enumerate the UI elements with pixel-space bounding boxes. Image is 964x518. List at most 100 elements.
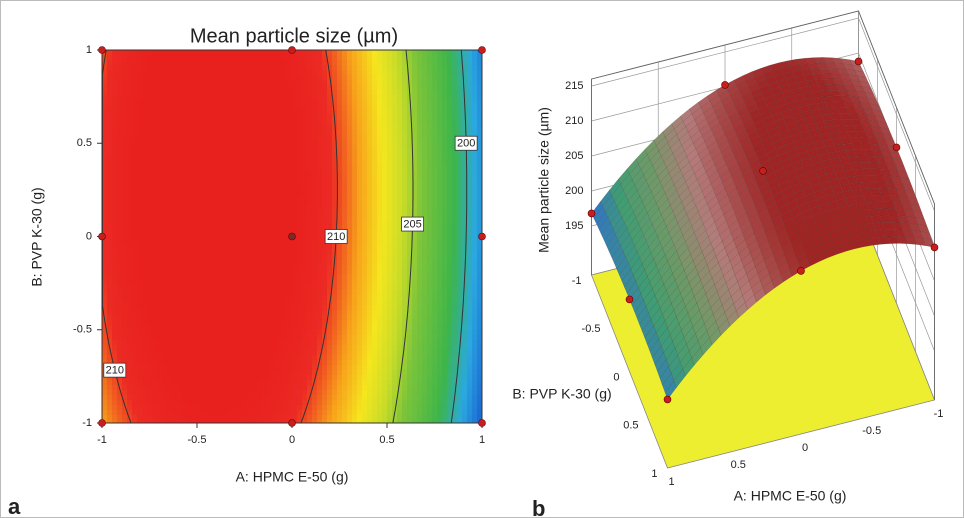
- heat-cell: [162, 185, 168, 191]
- heat-cell: [132, 100, 138, 106]
- heat-cell: [102, 265, 108, 271]
- heat-cell: [257, 335, 263, 341]
- heat-cell: [282, 100, 288, 106]
- heat-cell: [132, 355, 138, 361]
- heat-cell: [427, 90, 433, 96]
- heat-cell: [197, 340, 203, 346]
- heat-cell: [277, 165, 283, 171]
- heat-cell: [442, 300, 448, 306]
- heat-cell: [357, 285, 363, 291]
- heat-cell: [227, 340, 233, 346]
- heat-cell: [107, 175, 113, 181]
- heat-cell: [302, 375, 308, 381]
- heat-cell: [477, 100, 483, 106]
- heat-cell: [222, 60, 228, 66]
- heat-cell: [477, 195, 483, 201]
- heat-cell: [432, 235, 438, 241]
- heat-cell: [362, 205, 368, 211]
- heat-cell: [147, 225, 153, 231]
- heat-cell: [477, 370, 483, 376]
- heat-cell: [307, 340, 313, 346]
- heat-cell: [367, 290, 373, 296]
- heat-cell: [287, 205, 293, 211]
- heat-cell: [362, 270, 368, 276]
- heat-cell: [337, 185, 343, 191]
- heat-cell: [162, 200, 168, 206]
- heat-cell: [107, 200, 113, 206]
- heat-cell: [327, 55, 333, 61]
- heat-cell: [217, 305, 223, 311]
- heat-cell: [467, 165, 473, 171]
- heat-cell: [232, 180, 238, 186]
- heat-cell: [147, 345, 153, 351]
- heat-cell: [152, 275, 158, 281]
- heat-cell: [307, 145, 313, 151]
- heat-cell: [242, 295, 248, 301]
- heat-cell: [287, 150, 293, 156]
- heat-cell: [227, 205, 233, 211]
- heat-cell: [107, 120, 113, 126]
- heat-cell: [257, 320, 263, 326]
- heat-cell: [247, 160, 253, 166]
- heat-cell: [432, 140, 438, 146]
- heat-cell: [217, 235, 223, 241]
- heat-cell: [357, 300, 363, 306]
- heat-cell: [437, 345, 443, 351]
- heat-cell: [382, 285, 388, 291]
- heat-cell: [202, 320, 208, 326]
- heat-cell: [137, 315, 143, 321]
- heat-cell: [162, 110, 168, 116]
- heat-cell: [167, 180, 173, 186]
- heat-cell: [177, 160, 183, 166]
- heat-cell: [157, 325, 163, 331]
- heat-cell: [192, 50, 198, 56]
- heat-cell: [407, 70, 413, 76]
- heat-cell: [422, 255, 428, 261]
- heat-cell: [192, 330, 198, 336]
- heat-cell: [257, 345, 263, 351]
- heat-cell: [237, 310, 243, 316]
- heat-cell: [237, 335, 243, 341]
- heat-cell: [322, 225, 328, 231]
- heat-cell: [167, 355, 173, 361]
- heat-cell: [317, 255, 323, 261]
- heat-cell: [437, 245, 443, 251]
- heat-cell: [402, 355, 408, 361]
- heat-cell: [282, 210, 288, 216]
- heat-cell: [402, 270, 408, 276]
- heat-cell: [187, 165, 193, 171]
- heat-cell: [372, 180, 378, 186]
- heat-cell: [117, 295, 123, 301]
- heat-cell: [122, 280, 128, 286]
- heat-cell: [222, 155, 228, 161]
- heat-cell: [367, 65, 373, 71]
- heat-cell: [227, 370, 233, 376]
- heat-cell: [382, 345, 388, 351]
- heat-cell: [372, 80, 378, 86]
- heat-cell: [322, 265, 328, 271]
- heat-cell: [297, 165, 303, 171]
- heat-cell: [432, 345, 438, 351]
- heat-cell: [357, 115, 363, 121]
- heat-cell: [182, 290, 188, 296]
- heat-cell: [107, 60, 113, 66]
- heat-cell: [252, 230, 258, 236]
- heat-cell: [462, 115, 468, 121]
- heat-cell: [232, 90, 238, 96]
- heat-cell: [347, 355, 353, 361]
- heat-cell: [222, 230, 228, 236]
- heat-cell: [382, 370, 388, 376]
- heat-cell: [102, 310, 108, 316]
- heat-cell: [227, 180, 233, 186]
- heat-cell: [252, 220, 258, 226]
- heat-cell: [442, 275, 448, 281]
- heat-cell: [437, 200, 443, 206]
- heat-cell: [132, 130, 138, 136]
- heat-cell: [462, 305, 468, 311]
- heat-cell: [307, 230, 313, 236]
- heat-cell: [242, 135, 248, 141]
- heat-cell: [402, 110, 408, 116]
- heat-cell: [372, 375, 378, 381]
- heat-cell: [472, 195, 478, 201]
- heat-cell: [442, 350, 448, 356]
